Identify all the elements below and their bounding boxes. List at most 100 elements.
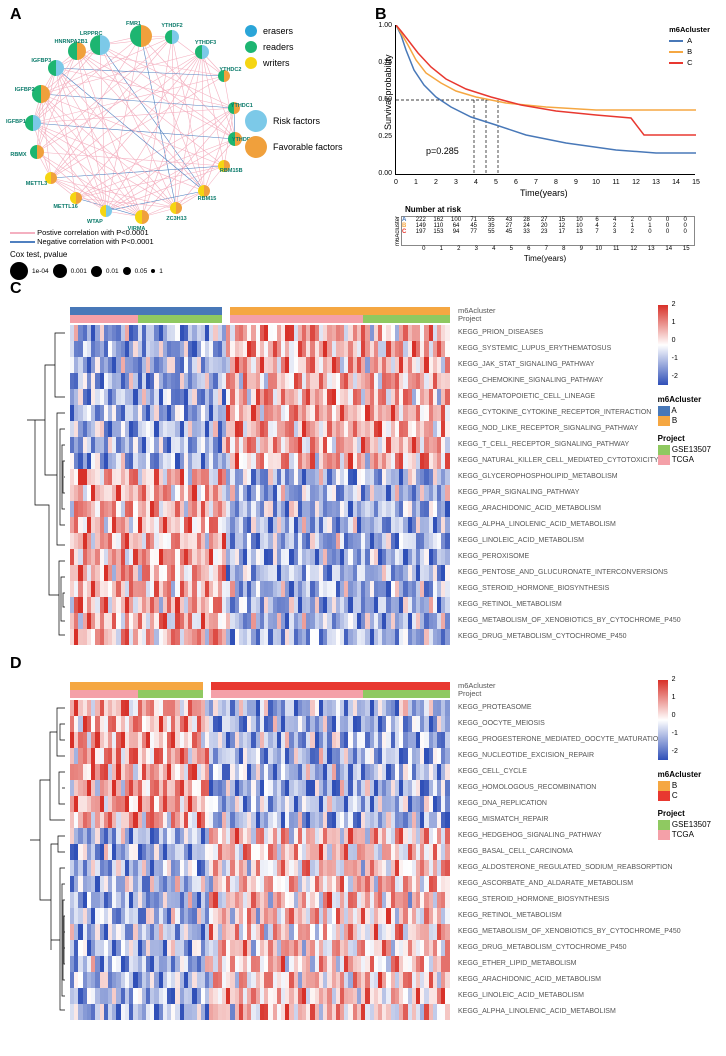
- legend-c-cluster-title: m6Acluster: [658, 395, 711, 404]
- legend-row: Risk factors: [245, 110, 343, 132]
- network-node: [70, 192, 82, 204]
- legend-row: TCGA: [658, 455, 711, 465]
- network-node-label: YTHDC1: [231, 103, 253, 109]
- pathway-label: KEGG_PROGESTERONE_MEDIATED_OOCYTE_MATURA…: [458, 732, 681, 748]
- cox-dot: [123, 267, 131, 275]
- km-xtick: 11: [611, 179, 621, 186]
- heatmap-row: [70, 924, 450, 940]
- heatmap-row: [70, 732, 450, 748]
- km-xtick: 13: [651, 179, 661, 186]
- pathway-label: KEGG_JAK_STAT_SIGNALING_PATHWAY: [458, 357, 681, 373]
- legend-c-project-title: Project: [658, 434, 711, 443]
- colorbar-tick: 0: [672, 712, 676, 719]
- heatmap-row: [70, 533, 450, 549]
- colorbar-tick: 1: [672, 694, 676, 701]
- pathway-label: KEGG_T_CELL_RECEPTOR_SIGNALING_PATHWAY: [458, 437, 681, 453]
- pathway-labels-c: KEGG_PRION_DISEASESKEGG_SYSTEMIC_LUPUS_E…: [458, 325, 681, 645]
- pathway-label: KEGG_NOD_LIKE_RECEPTOR_SIGNALING_PATHWAY: [458, 421, 681, 437]
- colorbar-tick: 1: [672, 319, 676, 326]
- network-node: [32, 85, 50, 103]
- pathway-label: KEGG_PENTOSE_AND_GLUCURONATE_INTERCONVER…: [458, 565, 681, 581]
- network-node-label: YTHDF3: [195, 40, 216, 46]
- risk-table-title: Number at risk: [405, 205, 695, 214]
- network-node: [170, 202, 182, 214]
- legend-row: Negative correlation with P<0.0001: [10, 237, 163, 246]
- pathway-label: KEGG_SYSTEMIC_LUPUS_ERYTHEMATOSUS: [458, 341, 681, 357]
- heatmap-d-area: [70, 682, 450, 1020]
- pathway-label: KEGG_ALPHA_LINOLENIC_ACID_METABOLISM: [458, 517, 681, 533]
- pathway-label: KEGG_RETINOL_METABOLISM: [458, 597, 681, 613]
- km-legend-item: A: [669, 36, 710, 45]
- pathway-label: KEGG_DNA_REPLICATION: [458, 796, 681, 812]
- pathway-label: KEGG_NUCLEOTIDE_EXCISION_REPAIR: [458, 748, 681, 764]
- km-plot-area: p=0.285 0.000.250.500.751.00 01234567891…: [395, 25, 695, 175]
- legend-row: erasers: [245, 25, 294, 37]
- pathway-label: KEGG_LINOLEIC_ACID_METABOLISM: [458, 988, 681, 1004]
- network-node-label: YTHDF2: [161, 23, 182, 29]
- annot-c-project: [70, 315, 450, 323]
- annot-d-cluster: [70, 682, 450, 690]
- network-node-label: IGFBP1: [6, 119, 26, 125]
- legend-row: readers: [245, 41, 294, 53]
- km-ytick: 0.50: [374, 96, 392, 103]
- legend-row: C: [658, 791, 711, 801]
- pathway-labels-d: KEGG_PROTEASOMEKEGG_OOCYTE_MEIOSISKEGG_P…: [458, 700, 681, 1020]
- pathway-label: KEGG_ETHER_LIPID_METABOLISM: [458, 956, 681, 972]
- legend-row: GSE13507: [658, 820, 711, 830]
- colorbar-c: 210-1-2: [658, 305, 668, 385]
- km-xtick: 0: [391, 179, 401, 186]
- heatmap-row: [70, 421, 450, 437]
- network-node: [90, 35, 110, 55]
- panel-a-type-legend: erasersreaderswriters: [245, 25, 294, 73]
- network-node: [100, 205, 112, 217]
- network-plot: FMR1LRPPRCYTHDF2YTHDF3YTHDC2YTHDC1YTHDF1…: [20, 20, 240, 220]
- legend-row: B: [658, 781, 711, 791]
- heatmap-row: [70, 549, 450, 565]
- cox-dot: [10, 262, 28, 280]
- network-node: [30, 145, 44, 159]
- pathway-label: KEGG_STEROID_HORMONE_BIOSYNTHESIS: [458, 581, 681, 597]
- pathway-label: KEGG_PRION_DISEASES: [458, 325, 681, 341]
- heatmap-row: [70, 629, 450, 645]
- annot-c-cluster: [70, 307, 450, 315]
- legend-row: Favorable factors: [245, 136, 343, 158]
- panel-c-heatmap: m6Acluster Project KEGG_PRION_DISEASESKE…: [10, 285, 716, 655]
- km-xtick: 14: [671, 179, 681, 186]
- panel-a-network: FMR1LRPPRCYTHDF2YTHDF3YTHDC2YTHDC1YTHDF1…: [10, 10, 360, 270]
- dendrogram-c: [15, 325, 67, 645]
- annot-label-project-d: Project: [458, 690, 496, 698]
- annot-label-project: Project: [458, 315, 496, 323]
- km-xtick: 3: [451, 179, 461, 186]
- pathway-label: KEGG_MISMATCH_REPAIR: [458, 812, 681, 828]
- heatmap-row: [70, 860, 450, 876]
- pathway-label: KEGG_STEROID_HORMONE_BIOSYNTHESIS: [458, 892, 681, 908]
- pathway-label: KEGG_OOCYTE_MEIOSIS: [458, 716, 681, 732]
- dendrogram-d: [15, 700, 67, 1020]
- heatmap-row: [70, 501, 450, 517]
- legend-d-project-title: Project: [658, 809, 711, 818]
- pathway-label: KEGG_ALDOSTERONE_REGULATED_SODIUM_REABSO…: [458, 860, 681, 876]
- pathway-label: KEGG_CELL_CYCLE: [458, 764, 681, 780]
- legend-row: A: [658, 406, 711, 416]
- heatmap-row: [70, 972, 450, 988]
- heatmap-row: [70, 956, 450, 972]
- network-node: [68, 42, 86, 60]
- heatmap-row: [70, 780, 450, 796]
- pathway-label: KEGG_DRUG_METABOLISM_CYTOCHROME_P450: [458, 940, 681, 956]
- heatmap-row: [70, 764, 450, 780]
- network-node-label: RBM15B: [220, 168, 243, 174]
- pathway-label: KEGG_NATURAL_KILLER_CELL_MEDIATED_CYTOTO…: [458, 453, 681, 469]
- km-xlabel: Time(years): [520, 188, 568, 198]
- network-node-label: RBM15: [198, 196, 217, 202]
- pathway-label: KEGG_BASAL_CELL_CARCINOMA: [458, 844, 681, 860]
- pathway-label: KEGG_GLYCEROPHOSPHOLIPID_METABOLISM: [458, 469, 681, 485]
- km-xtick: 15: [691, 179, 701, 186]
- network-node-label: WTAP: [87, 219, 103, 225]
- network-node: [165, 30, 179, 44]
- network-node: [25, 115, 41, 131]
- heatmap-c-body: [70, 325, 450, 645]
- km-xtick: 10: [591, 179, 601, 186]
- heatmap-row: [70, 748, 450, 764]
- network-node-label: FMR1: [126, 21, 141, 27]
- network-node: [130, 25, 152, 47]
